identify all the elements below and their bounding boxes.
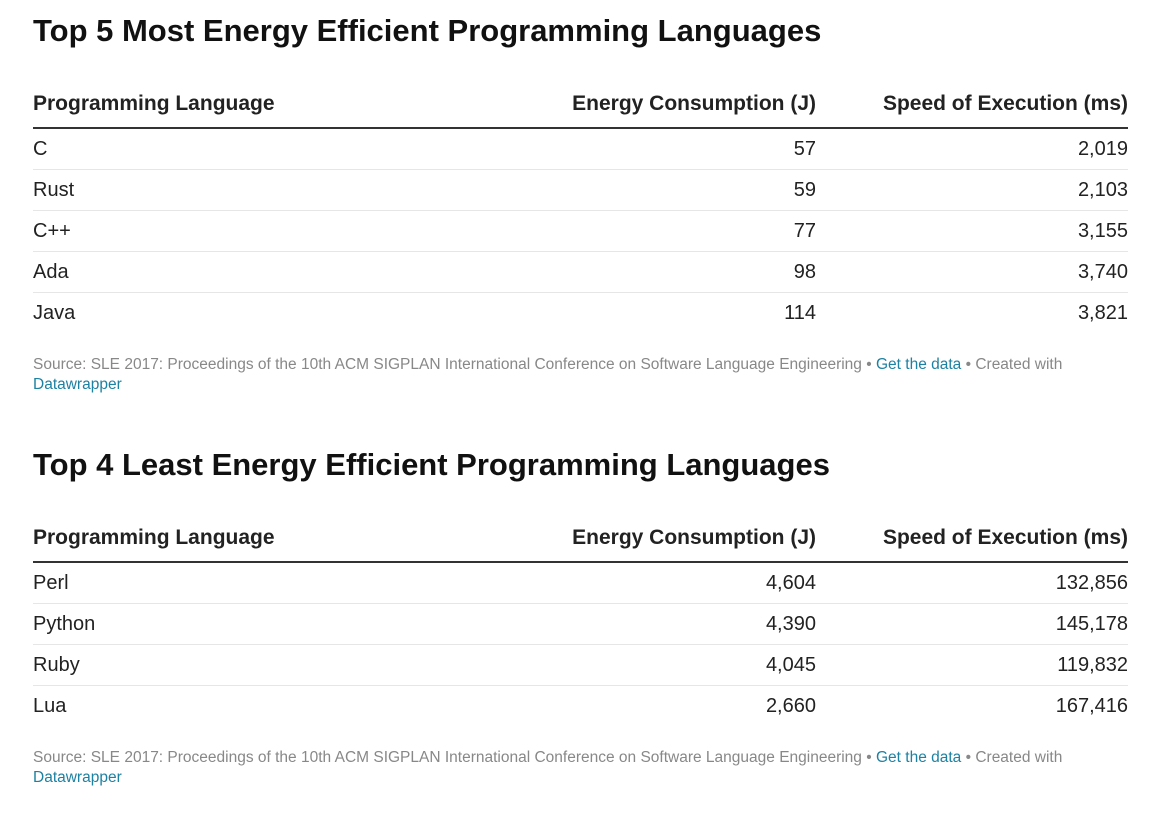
cell-speed: 132,856 xyxy=(816,562,1128,604)
cell-language: C++ xyxy=(33,210,503,252)
cell-language: C xyxy=(33,128,503,170)
table-block-1: Top 5 Most Energy Efficient Programming … xyxy=(33,13,1128,395)
cell-speed: 145,178 xyxy=(816,603,1128,645)
cell-energy: 77 xyxy=(503,210,816,252)
column-header-energy[interactable]: Energy Consumption (J) xyxy=(503,91,816,129)
cell-speed: 3,155 xyxy=(816,210,1128,252)
created-with-text: • Created with xyxy=(961,749,1063,766)
cell-speed: 2,019 xyxy=(816,128,1128,170)
table-row: Ruby 4,045 119,832 xyxy=(33,644,1128,686)
datawrapper-link[interactable]: Datawrapper xyxy=(33,376,122,393)
created-with-text: • Created with xyxy=(961,356,1063,373)
cell-energy: 4,390 xyxy=(503,603,816,645)
cell-language: Lua xyxy=(33,695,67,717)
table-row: Ada 98 3,740 xyxy=(33,251,1128,293)
column-header-language[interactable]: Programming Language xyxy=(33,91,503,129)
source-note: Source: SLE 2017: Proceedings of the 10t… xyxy=(33,355,1128,395)
cell-energy: 114 xyxy=(784,302,816,324)
cell-speed: 3,740 xyxy=(816,251,1128,293)
separator: • xyxy=(861,356,876,373)
datawrapper-link[interactable]: Datawrapper xyxy=(33,769,122,786)
source-text: Source: SLE 2017: Proceedings of the 10t… xyxy=(33,749,862,766)
cell-energy: 57 xyxy=(503,128,816,170)
cell-speed: 3,821 xyxy=(1077,302,1128,324)
table-header-row: Programming Language Energy Consumption … xyxy=(33,525,1128,563)
table-row: Rust 59 2,103 xyxy=(33,169,1128,211)
column-header-speed[interactable]: Speed of Execution (ms) xyxy=(816,525,1128,563)
cell-energy: 4,045 xyxy=(503,644,816,686)
data-table: Programming Language Energy Consumption … xyxy=(33,91,1128,333)
cell-language: Python xyxy=(33,603,503,645)
column-header-speed[interactable]: Speed of Execution (ms) xyxy=(816,91,1128,129)
cell-language: Ada xyxy=(33,251,503,293)
table-row: Java 114 3,821 xyxy=(33,293,1128,334)
column-header-language[interactable]: Programming Language xyxy=(33,525,503,563)
cell-language: Rust xyxy=(33,169,503,211)
get-the-data-link[interactable]: Get the data xyxy=(875,749,962,766)
cell-speed: 119,832 xyxy=(816,644,1128,686)
cell-language: Ruby xyxy=(33,644,503,686)
table-block-2: Top 4 Least Energy Efficient Programming… xyxy=(33,447,1128,788)
cell-energy: 98 xyxy=(503,251,816,293)
cell-energy: 59 xyxy=(503,169,816,211)
table-title: Top 4 Least Energy Efficient Programming… xyxy=(33,447,830,482)
cell-energy: 2,660 xyxy=(765,695,816,717)
table-row: C 57 2,019 xyxy=(33,128,1128,170)
source-note: Source: SLE 2017: Proceedings of the 10t… xyxy=(33,748,1128,788)
table-row: C++ 77 3,155 xyxy=(33,210,1128,252)
separator: • xyxy=(861,749,876,766)
column-header-energy[interactable]: Energy Consumption (J) xyxy=(503,525,816,563)
table-title: Top 5 Most Energy Efficient Programming … xyxy=(33,13,822,48)
cell-language: Java xyxy=(33,302,76,324)
get-the-data-link[interactable]: Get the data xyxy=(875,356,962,373)
table-row: Perl 4,604 132,856 xyxy=(33,562,1128,604)
table-row: Python 4,390 145,178 xyxy=(33,603,1128,645)
cell-speed: 2,103 xyxy=(816,169,1128,211)
data-table: Programming Language Energy Consumption … xyxy=(33,525,1128,726)
cell-speed: 167,416 xyxy=(1055,695,1128,717)
cell-language: Perl xyxy=(33,562,503,604)
source-text: Source: SLE 2017: Proceedings of the 10t… xyxy=(33,356,862,373)
table-row: Lua 2,660 167,416 xyxy=(33,686,1128,727)
cell-energy: 4,604 xyxy=(503,562,816,604)
table-header-row: Programming Language Energy Consumption … xyxy=(33,91,1128,129)
